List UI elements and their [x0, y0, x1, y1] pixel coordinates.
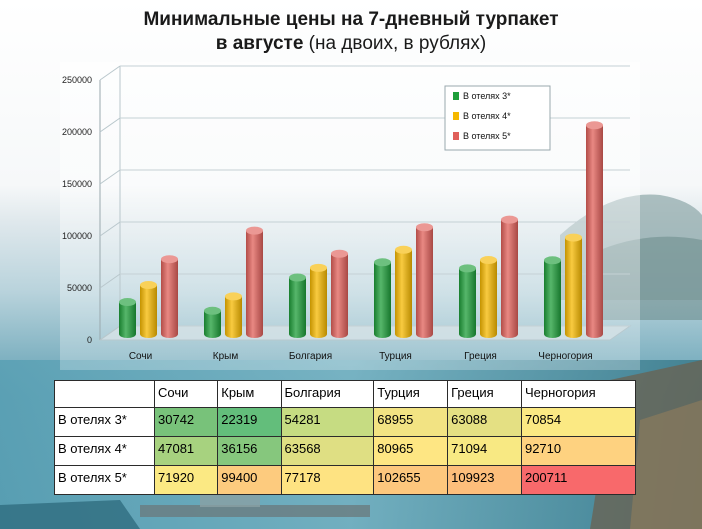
bar-Сочи-2	[161, 255, 178, 338]
table-row-label: В отелях 3*	[54, 407, 155, 437]
table-cell: 22319	[217, 407, 282, 437]
y-tick-label: 100000	[62, 231, 92, 241]
bar-Крым-1	[225, 292, 242, 338]
y-tick-label: 0	[87, 335, 92, 345]
table-row: В отелях 3* 30742 22319 54281 68955 63088 7085…	[54, 407, 637, 437]
bar-Болгария-2	[331, 249, 348, 338]
bar-Греция-2	[501, 215, 518, 338]
x-tick-label: Турция	[379, 351, 412, 362]
title-line-2-rest: (на двоих, в рублях)	[303, 33, 487, 54]
table-cell: 54281	[280, 407, 375, 437]
y-tick-label: 200000	[62, 127, 92, 137]
x-tick-label: Болгария	[289, 351, 332, 362]
legend-swatch	[453, 132, 459, 140]
chart-title: Минимальные цены на 7-дневный турпакет в…	[0, 8, 702, 56]
legend-label: В отелях 5*	[463, 131, 511, 141]
table-header-cell: Крым	[217, 380, 282, 408]
table-cell: 30742	[153, 407, 219, 437]
legend-label: В отелях 3*	[463, 91, 511, 101]
table-cell: 68955	[373, 407, 449, 437]
y-tick-label: 150000	[62, 179, 92, 189]
y-tick-label: 250000	[62, 75, 92, 85]
bar-Турция-2	[416, 223, 433, 338]
bar-chart: 0 50000 100000 150000 200000 250000 Сочи Крым Бо…	[60, 62, 640, 370]
table-row: В отелях 5* 71920 99400 77178 102655 109923 20…	[54, 465, 637, 495]
bar-Черногория-0	[544, 256, 561, 338]
table-cell: 63088	[447, 407, 522, 437]
bar-Черногория-1	[565, 233, 582, 338]
legend-label: В отелях 4*	[463, 111, 511, 121]
title-line-2-bold: в августе	[215, 33, 304, 54]
bar-Греция-0	[459, 264, 476, 338]
table-cell: 47081	[153, 436, 219, 466]
legend-swatch	[453, 112, 459, 120]
y-tick-label: 50000	[67, 283, 92, 293]
x-tick-label: Сочи	[129, 351, 152, 362]
table-header-cell: Турция	[373, 380, 449, 408]
table-cell: 77178	[280, 465, 375, 495]
table-header-cell	[54, 380, 155, 408]
bar-Болгария-1	[310, 263, 327, 338]
table-row-label: В отелях 5*	[54, 465, 155, 495]
bar-Турция-1	[395, 245, 412, 338]
table-cell: 99400	[217, 465, 282, 495]
title-line-1: Минимальные цены на 7-дневный турпакет	[143, 9, 559, 30]
legend: В отелях 3* В отелях 4* В отелях 5*	[444, 85, 551, 151]
table-cell: 92710	[520, 436, 637, 466]
table-header-cell: Черногория	[520, 380, 637, 408]
title-line-2: в августе (на двоих, в рублях)	[0, 32, 702, 56]
table-row: В отелях 4* 47081 36156 63568 80965 71094 9271…	[54, 436, 637, 466]
x-tick-label: Черногория	[538, 351, 592, 362]
x-tick-label: Крым	[213, 351, 239, 362]
table-cell: 63568	[280, 436, 375, 466]
table-cell: 71094	[447, 436, 522, 466]
table-cell: 109923	[447, 465, 522, 495]
x-tick-label: Греция	[464, 351, 497, 362]
table-cell: 70854	[520, 407, 637, 437]
table-cell: 80965	[373, 436, 449, 466]
data-table: Сочи Крым Болгария Турция Греция Черногория В …	[54, 380, 637, 495]
table-cell: 102655	[373, 465, 449, 495]
table-header-cell: Сочи	[153, 380, 219, 408]
bar-Болгария-0	[289, 273, 306, 338]
bar-Греция-1	[480, 256, 497, 338]
table-header-row: Сочи Крым Болгария Турция Греция Черногория	[54, 380, 637, 408]
bar-Турция-0	[374, 258, 391, 338]
legend-swatch	[453, 92, 459, 100]
table-cell: 200711	[520, 465, 637, 495]
table-cell: 36156	[217, 436, 282, 466]
bar-Сочи-0	[119, 298, 136, 338]
table-row-label: В отелях 4*	[54, 436, 155, 466]
bar-Черногория-2	[586, 121, 603, 338]
table-header-cell: Греция	[447, 380, 522, 408]
table-cell: 71920	[153, 465, 219, 495]
bar-Крым-0	[204, 306, 221, 338]
bar-Крым-2	[246, 226, 263, 338]
bar-Сочи-1	[140, 281, 157, 338]
table-header-cell: Болгария	[280, 380, 375, 408]
